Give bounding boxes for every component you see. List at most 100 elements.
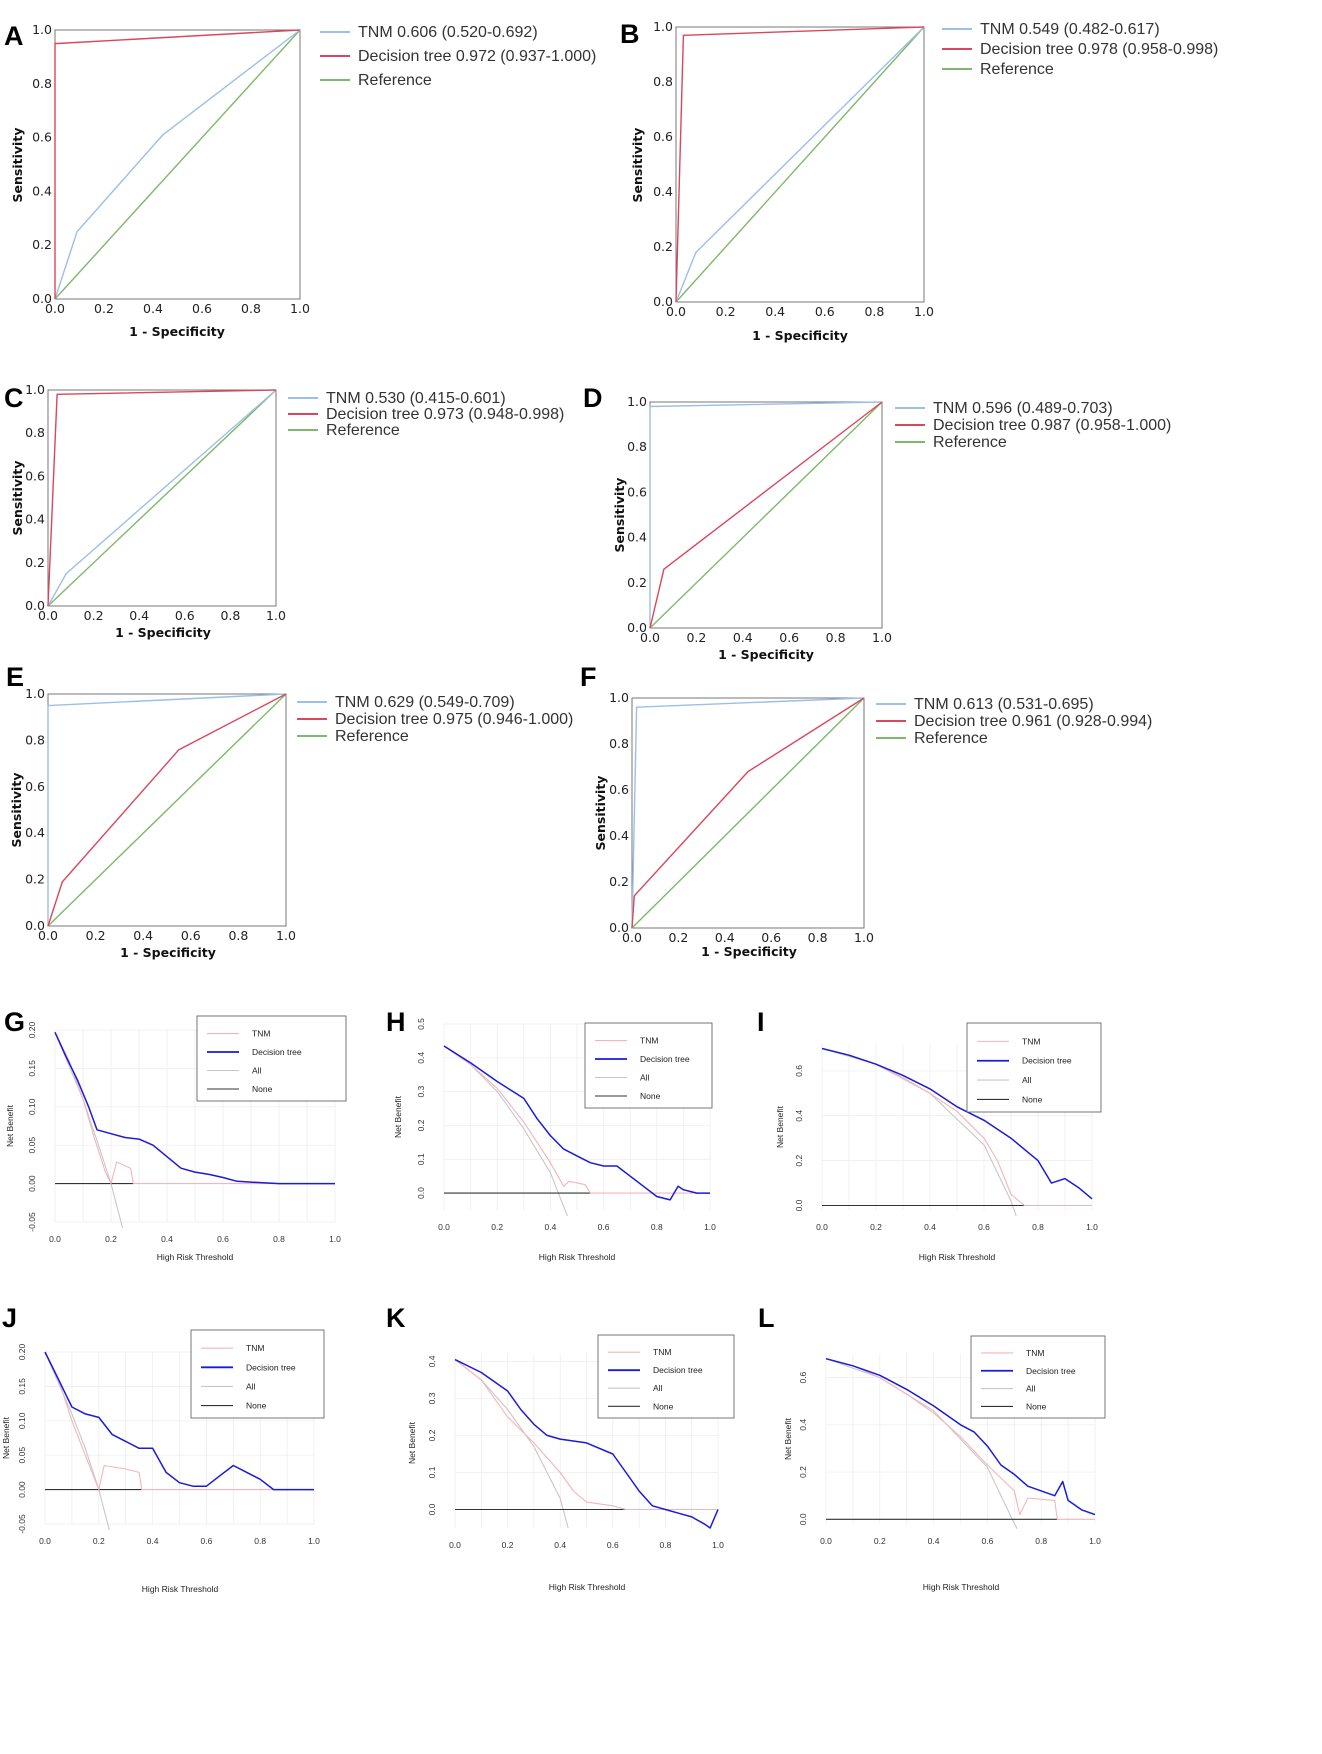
panel-j: J 0.0 0.2 0.4 0.6 0.8 1.0 -0.05 0.00 0.05 0.10 0.15… — [1, 1303, 325, 1594]
x-tick-label: 0.2 — [686, 630, 706, 645]
x-tick-label: 0.2 — [86, 928, 106, 943]
legend-label: All — [640, 1073, 650, 1083]
y-tick-label: 0.2 — [653, 239, 673, 254]
y-tick-label: 0.6 — [794, 1065, 804, 1077]
y-axis-label: Net Benefit — [407, 1421, 417, 1464]
y-axis-label: Sensitivity — [612, 478, 627, 553]
y-tick-label: 0.1 — [416, 1153, 426, 1165]
x-tick-label: 0.6 — [761, 930, 781, 945]
x-tick-label: 0.6 — [815, 304, 835, 319]
x-tick-label: 0.0 — [640, 630, 660, 645]
x-tick-label: 0.4 — [715, 930, 735, 945]
x-tick-label: 0.0 — [49, 1234, 61, 1244]
x-tick-label: 0.8 — [273, 1234, 285, 1244]
x-tick-label: 0.4 — [161, 1234, 173, 1244]
legend-box — [966, 1022, 1102, 1113]
panel-label: E — [6, 662, 24, 692]
y-tick-label: 0.0 — [427, 1503, 437, 1515]
legend-label: TNM 0.606 (0.520-0.692) — [358, 24, 538, 41]
x-axis-label: High Risk Threshold — [142, 1584, 219, 1594]
x-axis-label: High Risk Threshold — [549, 1582, 626, 1592]
x-tick-label: 0.0 — [449, 1540, 461, 1550]
legend-label: Decision tree 0.961 (0.928-0.994) — [914, 713, 1152, 730]
y-tick-label: 0.10 — [17, 1412, 27, 1429]
x-tick-label: 0.2 — [668, 930, 688, 945]
y-tick-label: 0.6 — [25, 468, 45, 483]
x-tick-label: 0.4 — [143, 301, 163, 316]
y-tick-label: 0.4 — [627, 530, 647, 545]
x-tick-label: 0.8 — [864, 304, 884, 319]
legend-label: None — [653, 1401, 674, 1411]
panel-label: C — [4, 383, 24, 413]
y-axis-label: Sensitivity — [10, 461, 25, 536]
legend-label: Decision tree 0.972 (0.937-1.000) — [358, 48, 596, 65]
y-tick-label: 0.4 — [25, 825, 45, 840]
y-tick-label: 0.4 — [427, 1355, 437, 1367]
legend-label: None — [640, 1091, 661, 1101]
legend-box — [584, 1022, 713, 1109]
y-tick-label: -0.05 — [27, 1212, 37, 1232]
x-tick-label: 0.6 — [779, 630, 799, 645]
legend-label: TNM — [252, 1029, 270, 1039]
legend-label: TNM 0.613 (0.531-0.695) — [914, 696, 1094, 713]
x-tick-label: 0.6 — [981, 1536, 993, 1546]
plot-frame — [675, 26, 925, 303]
x-tick-label: 0.8 — [241, 301, 261, 316]
dca-curve-all — [44, 1351, 110, 1530]
roc-line-tnm — [54, 29, 301, 300]
roc-line-reference — [675, 26, 925, 303]
x-tick-label: 0.6 — [192, 301, 212, 316]
y-tick-label: -0.05 — [17, 1514, 27, 1534]
x-axis-label: High Risk Threshold — [539, 1252, 616, 1262]
roc-line-decision-tree — [675, 26, 925, 303]
y-tick-label: 0.20 — [17, 1343, 27, 1360]
roc-line-decision-tree — [47, 693, 287, 927]
legend-label: TNM 0.629 (0.549-0.709) — [335, 694, 515, 711]
panel-label: D — [583, 383, 603, 413]
roc-line-reference — [649, 401, 883, 629]
legend-label: Decision tree 0.973 (0.948-0.998) — [326, 406, 564, 423]
dca-curve-decision-tree — [54, 1031, 335, 1185]
panel-label: G — [4, 1007, 25, 1037]
y-axis-label: Sensitivity — [9, 773, 24, 848]
legend-label: All — [653, 1383, 663, 1393]
legend-label: Reference — [358, 72, 432, 89]
x-tick-label: 0.0 — [622, 930, 642, 945]
roc-line-tnm — [47, 693, 287, 926]
legend-label: None — [246, 1401, 267, 1411]
x-tick-label: 0.0 — [666, 304, 686, 319]
x-tick-label: 0.2 — [93, 1536, 105, 1546]
y-axis-label: Sensitivity — [630, 128, 645, 203]
x-tick-label: 0.4 — [554, 1540, 566, 1550]
y-axis-label: Sensitivity — [10, 128, 25, 203]
y-tick-label: 0.6 — [653, 129, 673, 144]
x-tick-label: 0.0 — [38, 608, 58, 623]
panel-b: B 0.00.0 0.2 0.2 0.4 0.4 0.6 0.6 0.8 0.8 1.0 1.0 1 -… — [620, 19, 1218, 343]
x-tick-label: 0.6 — [200, 1536, 212, 1546]
panel-d: D 0.00.0 0.2 0.2 0.4 0.4 0.6 0.6 0.8 0.8 1.0 1.0 1 -… — [583, 383, 1171, 662]
roc-line-reference — [631, 697, 865, 929]
x-tick-label: 1.0 — [266, 608, 286, 623]
x-tick-label: 0.8 — [651, 1222, 663, 1232]
roc-line-decision-tree — [54, 29, 301, 299]
y-tick-label: 0.2 — [416, 1119, 426, 1131]
y-axis-label: Sensitivity — [593, 776, 608, 851]
x-tick-label: 0.6 — [217, 1234, 229, 1244]
y-tick-label: 0.8 — [32, 76, 52, 91]
y-tick-label: 0.6 — [25, 779, 45, 794]
panel-label: I — [757, 1007, 765, 1037]
panel-c: C 0.00.0 0.2 0.2 0.4 0.4 0.6 0.6 0.8 0.8 1.0 1.0 1 -… — [4, 382, 564, 640]
x-tick-label: 0.4 — [924, 1222, 936, 1232]
x-tick-label: 0.0 — [45, 301, 65, 316]
legend-label: None — [1022, 1094, 1043, 1104]
x-tick-label: 0.0 — [816, 1222, 828, 1232]
legend-label: None — [1026, 1401, 1047, 1411]
legend-label: TNM 0.530 (0.415-0.601) — [326, 390, 506, 407]
x-tick-label: 0.2 — [105, 1234, 117, 1244]
legend-label: TNM — [246, 1343, 264, 1353]
legend-label: TNM — [1026, 1348, 1044, 1358]
dca-curve-tnm — [54, 1032, 335, 1185]
x-tick-label: 0.2 — [491, 1222, 503, 1232]
y-tick-label: 0.2 — [609, 874, 629, 889]
y-tick-label: 0.0 — [25, 918, 45, 933]
